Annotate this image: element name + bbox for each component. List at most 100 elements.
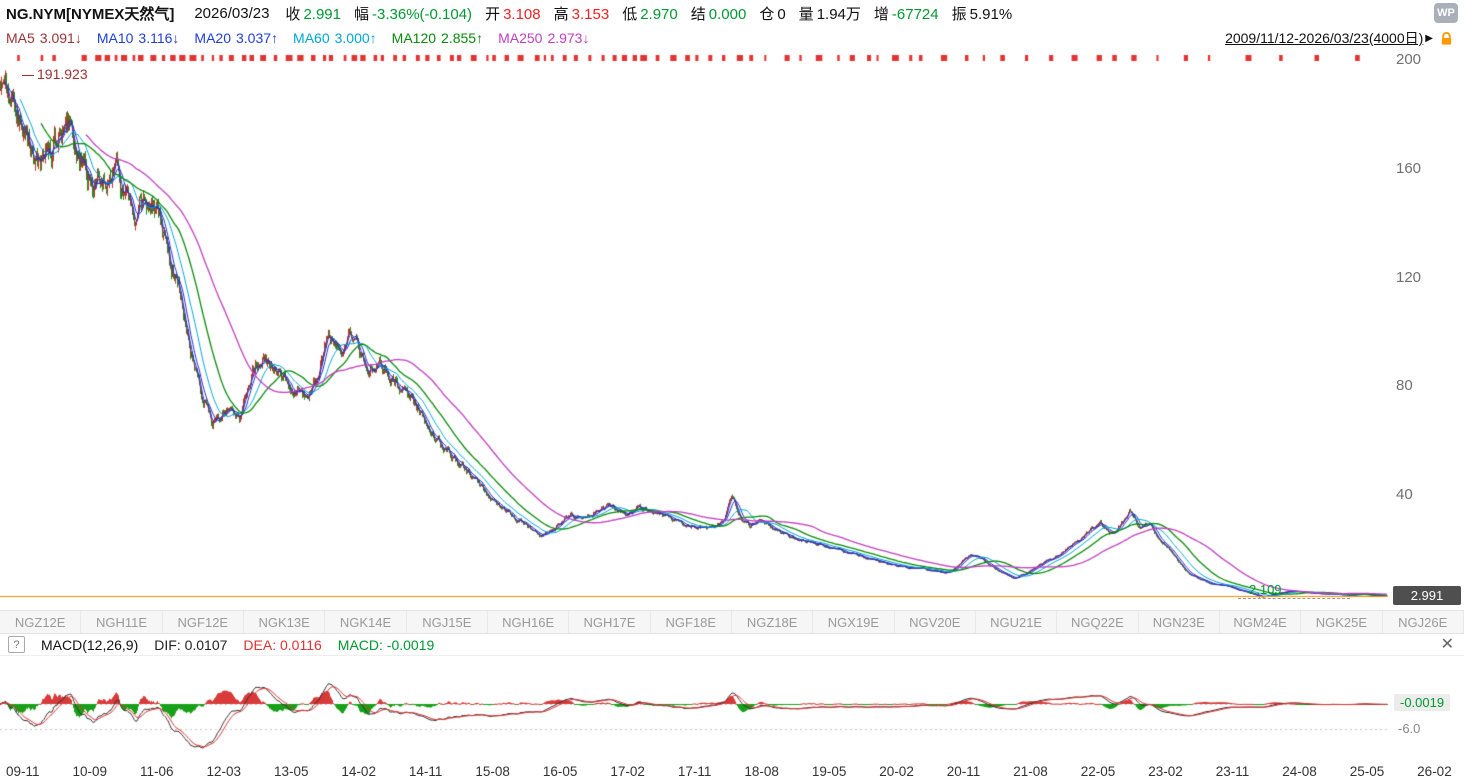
ma-trend-arrow-icon: ↑ <box>271 30 279 46</box>
ma-values: MA5 3.091↓ MA10 3.116↓ MA20 3.037↑ MA60 3.000↑ M… <box>6 30 589 46</box>
time-tick: 23-02 <box>1148 763 1183 779</box>
contract-label: NGK14E <box>325 611 407 633</box>
contract-label: NGU21E <box>976 611 1058 633</box>
quote-field-value: 3.153 <box>571 5 610 23</box>
ma-item-ma10: MA10 3.116↓ <box>97 30 180 46</box>
time-tick: 18-08 <box>744 763 779 779</box>
quote-field-label: 振 <box>951 5 967 23</box>
contract-label: NGH11E <box>81 611 163 633</box>
ma-value: 3.000 <box>334 30 370 46</box>
contract-label: NGH16E <box>488 611 570 633</box>
quote-field-label: 幅 <box>353 5 369 23</box>
macd-dea-value: DEA: 0.0116 <box>243 636 322 653</box>
contract-label: NGH17E <box>569 611 651 633</box>
macd-scale-label: -6.0 <box>1398 720 1421 736</box>
ma-value: 2.855 <box>441 30 477 46</box>
time-axis: 09-11 10-09 11-06 12-03 13-05 14-02 14-11 15-08… <box>0 762 1464 780</box>
time-tick: 09-11 <box>6 763 40 779</box>
quote-field: 高 3.153 <box>554 3 610 24</box>
time-tick: 25-05 <box>1349 763 1385 779</box>
contract-label: NGF12E <box>163 611 244 633</box>
quote-field-label: 仓 <box>759 5 775 23</box>
ma-value: 2.973 <box>547 30 583 46</box>
macd-chart-canvas[interactable] <box>0 656 1392 762</box>
contract-label: NGN23E <box>1139 611 1220 633</box>
time-tick: 23-11 <box>1215 763 1250 779</box>
time-tick: 20-11 <box>946 763 981 779</box>
contract-label: NGJ26E <box>1383 611 1464 633</box>
time-tick: 11-06 <box>139 763 174 779</box>
quote-header: NG.NYM[NYMEX天然气] 2026/03/23 收 2.991 幅 -3.36… <box>0 0 1464 26</box>
ma-label: MA120 <box>391 30 437 46</box>
ma-label: MA20 <box>194 30 231 46</box>
contract-label: NGQ22E <box>1057 611 1139 633</box>
time-tick: 20-02 <box>879 763 914 779</box>
contract-label: NGV20E <box>895 611 976 633</box>
close-icon[interactable]: ✕ <box>1440 635 1454 653</box>
time-tick: 14-11 <box>408 763 443 779</box>
date-range-link[interactable]: 2009/11/12-2026/03/23(4000日) ▶ <box>1225 28 1433 48</box>
quote-field-value: 1.94万 <box>816 5 861 23</box>
quote-field: 开 3.108 <box>485 3 541 24</box>
symbol-title: NG.NYM[NYMEX天然气] <box>6 5 175 23</box>
time-tick: 14-02 <box>341 763 376 779</box>
ma-item-ma20: MA20 3.037↑ <box>194 30 278 46</box>
price-tick: 80 <box>1396 377 1413 395</box>
help-icon[interactable]: ? <box>8 636 25 653</box>
ma-value: 3.116 <box>138 30 173 46</box>
macd-header: ? MACD(12,26,9) DIF: 0.0107 DEA: 0.0116 … <box>0 634 1464 656</box>
period-low-label: 2.109 <box>1249 582 1282 597</box>
contract-label: NGZ18E <box>732 611 814 633</box>
quote-field-label: 增 <box>873 5 889 23</box>
time-tick: 17-11 <box>677 763 712 779</box>
macd-title: MACD(12,26,9) <box>41 636 139 653</box>
quote-field-value: 3.108 <box>503 5 541 23</box>
quote-field: 收 2.991 <box>285 3 341 24</box>
quote-field: 振 5.91% <box>952 3 1013 24</box>
quote-field-label: 低 <box>622 5 638 23</box>
contract-label: NGZ12E <box>0 611 82 633</box>
ma-label: MA250 <box>498 30 543 46</box>
quote-field-label: 高 <box>553 5 569 23</box>
time-tick: 26-02 <box>1417 763 1452 779</box>
time-tick: 21-08 <box>1013 763 1048 779</box>
ma-value: 3.037 <box>236 30 272 46</box>
quote-field-value: 5.91% <box>969 5 1013 23</box>
macd-dif-value: DIF: 0.0107 <box>154 636 228 653</box>
contract-label: NGF18E <box>651 611 732 633</box>
quote-field-value: 0 <box>777 5 786 23</box>
ma-item-ma5: MA5 3.091↓ <box>6 30 82 46</box>
ma-label: MA60 <box>293 30 330 46</box>
time-tick: 12-03 <box>206 763 241 779</box>
ma-trend-arrow-icon: ↑ <box>476 30 484 46</box>
quote-field: 结 0.000 <box>691 3 747 24</box>
price-tick: 40 <box>1396 486 1413 504</box>
ma-trend-arrow-icon: ↑ <box>369 30 377 46</box>
ma-trend-arrow-icon: ↓ <box>582 30 590 46</box>
quote-fields: 收 2.991 幅 -3.36%(-0.104) 开 3.108 高 3.153 低 2.970 结… <box>285 3 1012 24</box>
lock-icon[interactable] <box>1439 31 1454 46</box>
ma-label: MA5 <box>6 30 35 46</box>
quote-field-label: 收 <box>285 5 301 23</box>
ma-item-ma60: MA60 3.000↑ <box>293 30 377 46</box>
period-low-dashed-line <box>1238 598 1350 599</box>
contract-label: NGM24E <box>1220 611 1302 633</box>
quote-field-value: 2.970 <box>640 5 678 23</box>
quote-field-value: 0.000 <box>708 5 747 23</box>
quote-field: 低 2.970 <box>622 3 678 24</box>
time-tick: 16-05 <box>542 763 578 779</box>
time-tick: 10-09 <box>72 763 108 779</box>
quote-field-value: 2.991 <box>303 5 341 23</box>
contract-strip: NGZ12E NGH11E NGF12E NGK13E NGK14E NGJ15E NGH1… <box>0 610 1464 634</box>
wenhua-logo-badge: WP <box>1434 3 1458 23</box>
ma-item-ma250: MA250 2.973↓ <box>498 30 589 46</box>
time-tick: 19-05 <box>811 763 847 779</box>
price-tick: 200 <box>1396 51 1422 68</box>
time-tick: 24-08 <box>1282 763 1317 779</box>
macd-panel: -0.0019 -6.0 <box>0 656 1464 762</box>
quote-field: 增 -67724 <box>874 3 939 24</box>
quote-field-label: 量 <box>798 5 814 23</box>
candlestick-chart-canvas[interactable] <box>0 50 1392 610</box>
period-high-label: 191.923 <box>22 66 88 82</box>
